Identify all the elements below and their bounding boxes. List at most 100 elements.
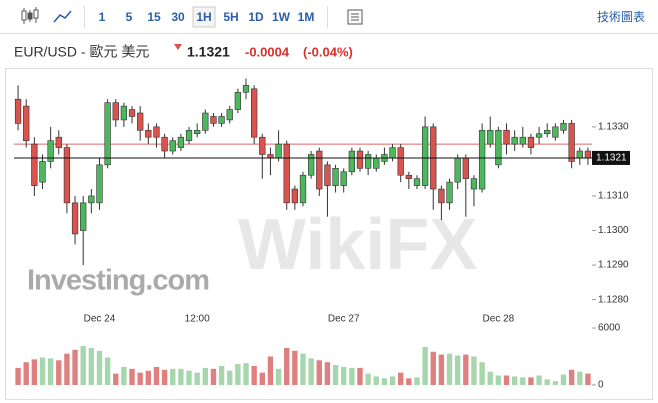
volume-bar [406,378,412,385]
candle-body [332,168,339,186]
volume-bar [479,362,485,385]
interval-button[interactable]: 5 [126,10,133,24]
candle-body [210,116,217,124]
volume-bar [56,360,62,385]
candle-body [112,102,119,121]
technical-chart-link[interactable]: 技術圖表 [597,10,645,24]
candle-body [568,123,575,162]
candle-body [560,123,567,131]
volume-bar [153,366,160,385]
investing-watermark: Investing.com [27,265,209,297]
volume-bar [528,377,534,385]
volume-bar [104,357,111,385]
candle-body [234,91,242,110]
volume-bar [585,373,591,385]
interval-button[interactable]: 1H [196,10,211,24]
candle-body [454,157,461,183]
candle-body [307,154,315,176]
volume-bar [178,368,184,385]
line-icon[interactable] [53,10,72,23]
volume-bar [357,367,363,385]
candle-body [503,129,510,145]
candle-body [275,143,282,159]
table-icon[interactable] [347,9,363,25]
candle-body [259,136,266,155]
volume-bar [275,368,282,385]
candle-body [495,129,502,166]
interval-button[interactable]: 1D [248,10,264,24]
interval-button[interactable]: 1M [298,10,315,24]
candle-body [364,154,372,169]
candle-body [169,140,176,152]
volume-bar [80,346,86,385]
candle-body [31,143,38,186]
x-tick-label: Dec 27 [328,314,360,325]
volume-bar [454,355,461,385]
candle-body [552,126,559,138]
y2-tick-label: 6000 [598,323,621,334]
interval-button[interactable]: 5H [223,10,238,24]
volume-bar [568,369,575,385]
candle-body [527,136,535,148]
candle-body [137,112,144,131]
candle-body [55,136,62,148]
candle-body [487,129,494,145]
volume-bar [300,353,306,385]
volume-bar [520,377,526,385]
volume-bar [284,347,290,385]
interval-button[interactable]: 30 [171,10,185,24]
x-tick-label: Dec 24 [84,314,116,325]
candle-body [120,105,128,121]
volume-bar [194,372,200,385]
volume-bar [373,376,379,385]
candle-icon[interactable] [21,7,39,24]
volume-bar [316,360,322,385]
candle-body [446,181,453,204]
candle-body [535,133,543,138]
candle-body [202,112,209,131]
candle-body [291,188,299,204]
down-arrow [174,44,182,50]
interval-button[interactable]: 1 [99,10,106,24]
volume-bar [552,381,559,385]
candle-body [324,164,331,186]
candle-body [194,129,201,135]
volume-bar [47,358,54,385]
volume-bar [15,367,21,385]
x-tick-label: 12:00 [185,314,210,325]
volume-bar [389,376,396,385]
volume-bar [186,370,192,385]
volume-bar [210,368,217,385]
candle-body [397,147,404,176]
candle-body [226,109,233,121]
volume-bar [145,370,152,385]
candle-body [470,178,478,190]
candle-body [96,164,103,204]
last-price-label: 1.1321 [596,153,627,164]
volume-bar [332,365,339,385]
candle-body [413,178,421,186]
volume-bar [88,347,95,385]
candle-body [462,157,469,179]
volume-bar [503,375,510,385]
candle-body [348,150,355,173]
candle-body [584,150,592,159]
interval-button[interactable]: 15 [147,10,161,24]
volume-bar [170,368,176,385]
interval-button[interactable]: 1W [272,10,291,24]
symbol: EUR/USD - 歐元 美元 [14,44,149,60]
volume-bar [202,367,208,385]
volume-bar [511,376,518,385]
price: 1.1321 [187,44,230,60]
volume-bar [471,356,477,385]
volume-bar [39,357,46,385]
active-interval [192,6,216,28]
volume-bar [463,354,469,385]
last-price-box [592,150,630,165]
volume-bar [243,363,249,385]
candle-body [177,136,185,148]
volume-bar [72,349,78,385]
volume-bar [235,364,241,385]
